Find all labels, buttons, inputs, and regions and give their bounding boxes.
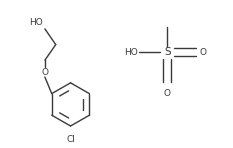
Text: HO: HO [29,18,43,28]
Text: O: O [41,67,48,77]
Text: Cl: Cl [66,135,75,144]
Text: S: S [164,47,171,57]
Text: HO: HO [124,48,138,57]
Text: O: O [199,48,206,57]
Text: O: O [164,89,171,98]
